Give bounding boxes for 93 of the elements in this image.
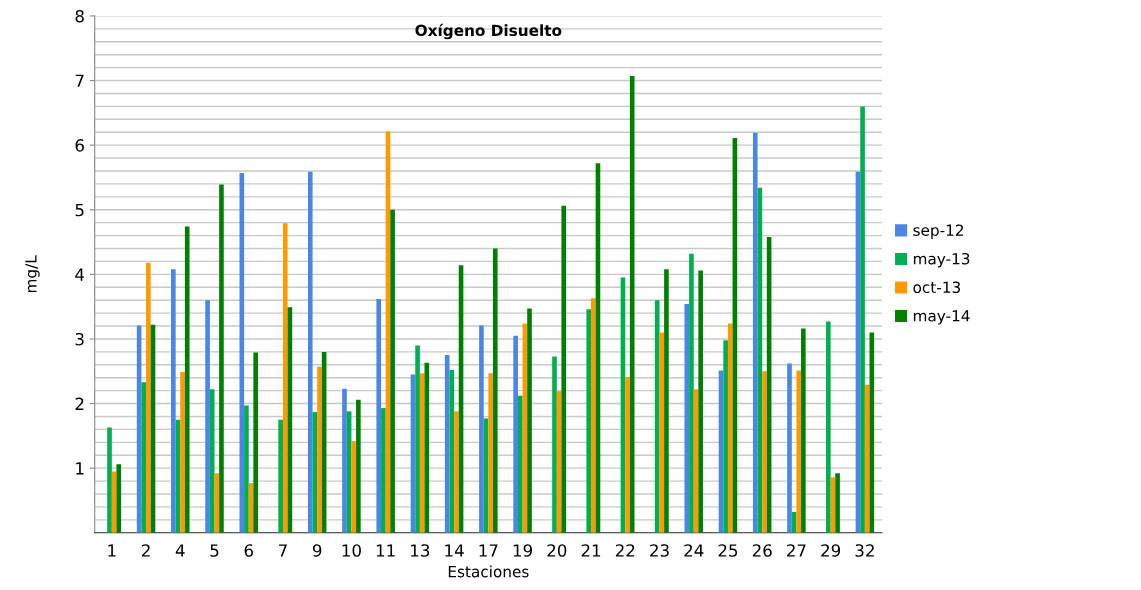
bar (561, 205, 567, 533)
bar (209, 389, 215, 533)
bar (376, 298, 382, 533)
bar (479, 325, 484, 533)
bar (664, 269, 669, 533)
x-tick-label: 29 (821, 544, 841, 557)
bar (116, 464, 122, 533)
bar (835, 473, 840, 533)
y-axis-title: mg/L (25, 255, 40, 293)
bar (180, 371, 185, 533)
bar (860, 106, 865, 533)
bar (390, 209, 395, 533)
x-tick-label: 17 (479, 544, 498, 557)
bar (762, 371, 767, 533)
bar (513, 335, 518, 533)
y-tick-label: 3 (75, 332, 84, 346)
x-tick-label: 32 (855, 544, 874, 557)
bar (752, 132, 758, 533)
legend-label: oct-13 (913, 281, 961, 294)
x-tick-label: 6 (244, 544, 253, 557)
x-tick-label: 1 (108, 544, 116, 557)
bar (107, 427, 112, 533)
x-tick-label: 21 (581, 544, 601, 557)
bar (801, 328, 806, 533)
bar (492, 248, 498, 533)
bar (205, 300, 210, 533)
x-tick-label: 20 (547, 544, 567, 557)
bar (307, 171, 313, 533)
bar (415, 345, 420, 533)
text: Oxígeno Disuelto (415, 23, 562, 40)
bar (869, 332, 875, 533)
x-tick-label: 2 (141, 544, 150, 557)
bar (517, 395, 523, 533)
bar (826, 321, 831, 533)
bar (727, 323, 733, 533)
bar (381, 408, 386, 533)
bar (527, 308, 532, 533)
bar (796, 370, 802, 533)
y-tick-label: 8 (75, 9, 84, 23)
y-tick-label: 6 (75, 139, 84, 152)
bar (591, 298, 596, 533)
x-tick-label: 14 (445, 544, 464, 557)
x-tick-label: 25 (718, 544, 738, 557)
bar (141, 382, 147, 533)
x-axis-title: Estaciones (448, 565, 529, 578)
bar (253, 352, 258, 533)
x-tick-label: 7 (279, 544, 287, 557)
bar (351, 441, 357, 533)
y-tick-label: 5 (75, 203, 84, 217)
x-tick-label: 23 (650, 544, 669, 557)
bar (239, 172, 245, 533)
x-tick-label: 4 (175, 544, 185, 557)
bar (723, 340, 728, 533)
bar (689, 253, 694, 533)
bar (317, 366, 322, 533)
bar (552, 356, 557, 533)
bar (282, 223, 288, 533)
bar (586, 309, 592, 533)
bar (419, 373, 425, 533)
x-tick-label: 22 (615, 544, 635, 557)
x-tick-label: 19 (513, 544, 533, 557)
bar (629, 76, 635, 533)
bar (449, 369, 455, 533)
bar (146, 262, 151, 533)
bar (625, 377, 630, 533)
x-tick-label: 10 (342, 544, 361, 557)
bar (171, 269, 176, 533)
legend-label: sep-12 (913, 224, 964, 239)
x-tick-label: 24 (684, 544, 704, 557)
x-tick-label: 11 (376, 544, 395, 557)
bar (356, 399, 361, 533)
legend-label: may-13 (913, 252, 970, 268)
x-tick-label: 5 (210, 544, 219, 557)
bar (787, 363, 792, 533)
y-tick-label: 2 (75, 397, 84, 410)
bar (342, 388, 347, 533)
y-tick-label: 4 (75, 268, 85, 281)
x-tick-label: 13 (411, 544, 430, 557)
bar (219, 184, 224, 533)
y-tick-label: 1 (76, 462, 84, 475)
x-tick-label: 26 (752, 544, 772, 557)
bar (488, 373, 493, 533)
bar (454, 411, 459, 533)
bar (184, 226, 190, 533)
y-tick-label: 7 (75, 74, 84, 87)
bar (684, 304, 690, 533)
bar (278, 419, 283, 533)
x-tick-label: 27 (787, 544, 806, 557)
bar (659, 332, 665, 533)
bar (244, 405, 249, 533)
bar (698, 270, 703, 533)
x-tick-label: 9 (312, 544, 322, 557)
legend-label: may-14 (913, 310, 970, 325)
